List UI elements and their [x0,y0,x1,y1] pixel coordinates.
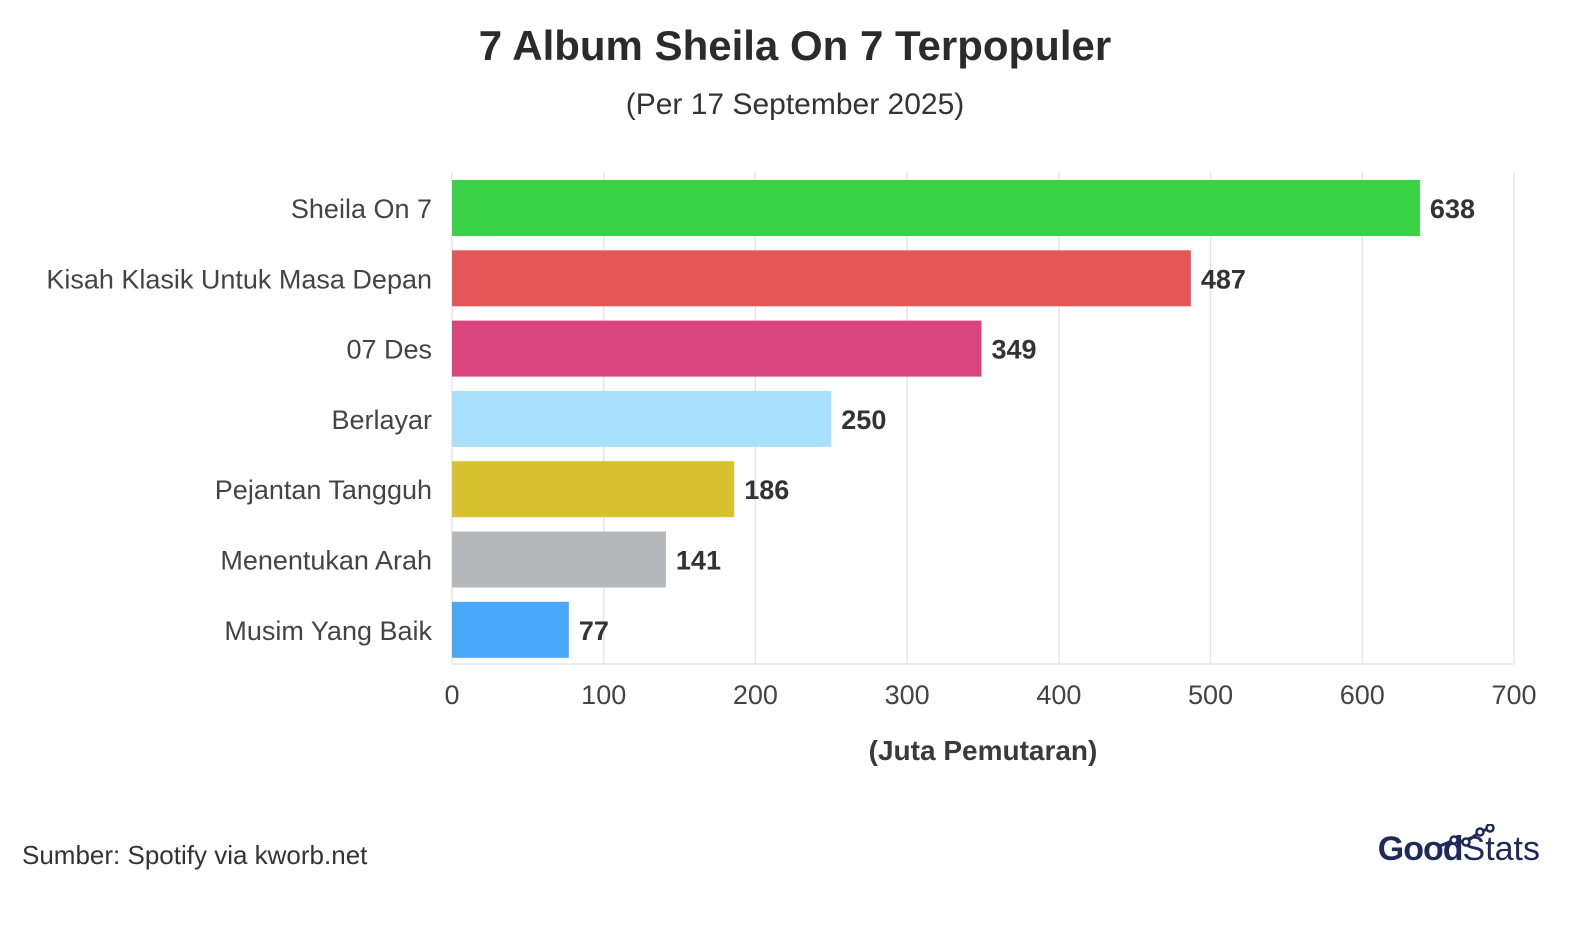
x-tick-label: 500 [1188,680,1233,710]
x-tick-label: 300 [885,680,930,710]
category-label: Pejantan Tangguh [215,475,432,505]
value-label: 186 [744,475,789,505]
bar [452,601,569,658]
bar [452,461,735,518]
bar [452,390,832,447]
bar [452,180,1420,236]
chart-title: 7 Album Sheila On 7 Terpopuler [478,22,1112,69]
goodstats-logo: GoodStats [1377,824,1540,869]
bar [452,250,1191,307]
x-tick-label: 200 [733,680,778,710]
value-label: 487 [1201,264,1246,294]
x-tick-label: 400 [1036,680,1081,710]
chart-subtitle: (Per 17 September 2025) [625,88,965,121]
category-label: Menentukan Arah [220,546,432,576]
value-label: 77 [579,616,609,646]
trend-line-icon [1439,824,1495,848]
category-label: Berlayar [331,405,432,435]
value-label: 141 [676,546,721,576]
x-axis-title: (Juta Pemutaran) [869,735,1098,766]
category-label: Sheila On 7 [291,194,432,224]
value-label: 349 [991,335,1036,365]
bar [452,320,982,377]
category-label: Musim Yang Baik [224,616,432,646]
value-label: 638 [1430,194,1475,224]
bar [452,531,666,588]
x-tick-label: 700 [1491,680,1536,710]
x-tick-label: 600 [1340,680,1385,710]
category-label: Kisah Klasik Untuk Masa Depan [46,264,432,294]
logo-good: Good [1377,830,1464,868]
x-tick-label: 100 [581,680,626,710]
value-label: 250 [841,405,886,435]
source-note: Sumber: Spotify via kworb.net [22,840,368,870]
x-tick-label: 0 [444,680,459,710]
category-label: 07 Des [346,335,432,365]
